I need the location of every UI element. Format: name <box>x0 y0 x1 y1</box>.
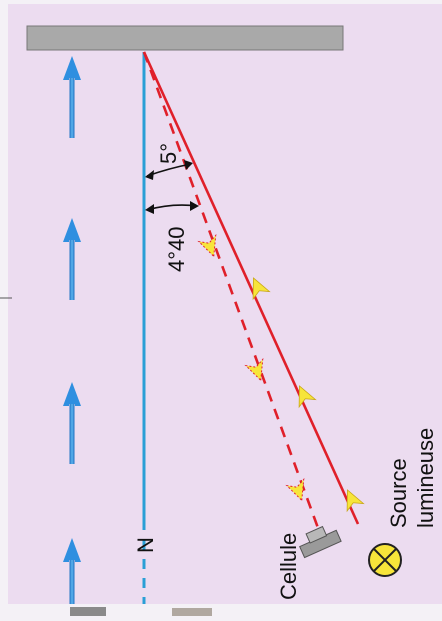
normal-label: N <box>133 537 158 553</box>
angle-inner-label: 4°40 <box>164 226 189 272</box>
bottom-fragment <box>172 608 212 616</box>
bottom-strip <box>0 604 442 616</box>
cell-label: Cellule <box>276 533 301 600</box>
reflected-ray <box>142 51 320 529</box>
angle-outer-label: 5° <box>156 143 181 164</box>
bottom-fragment <box>70 607 106 616</box>
light-source-icon <box>368 543 402 577</box>
source-label-line1: Source <box>386 458 411 528</box>
mirror <box>26 25 344 51</box>
diagram-panel <box>8 4 442 604</box>
source-label-line2: lumineuse <box>413 428 438 528</box>
incident-ray <box>142 51 360 525</box>
photocell-icon <box>299 525 342 559</box>
